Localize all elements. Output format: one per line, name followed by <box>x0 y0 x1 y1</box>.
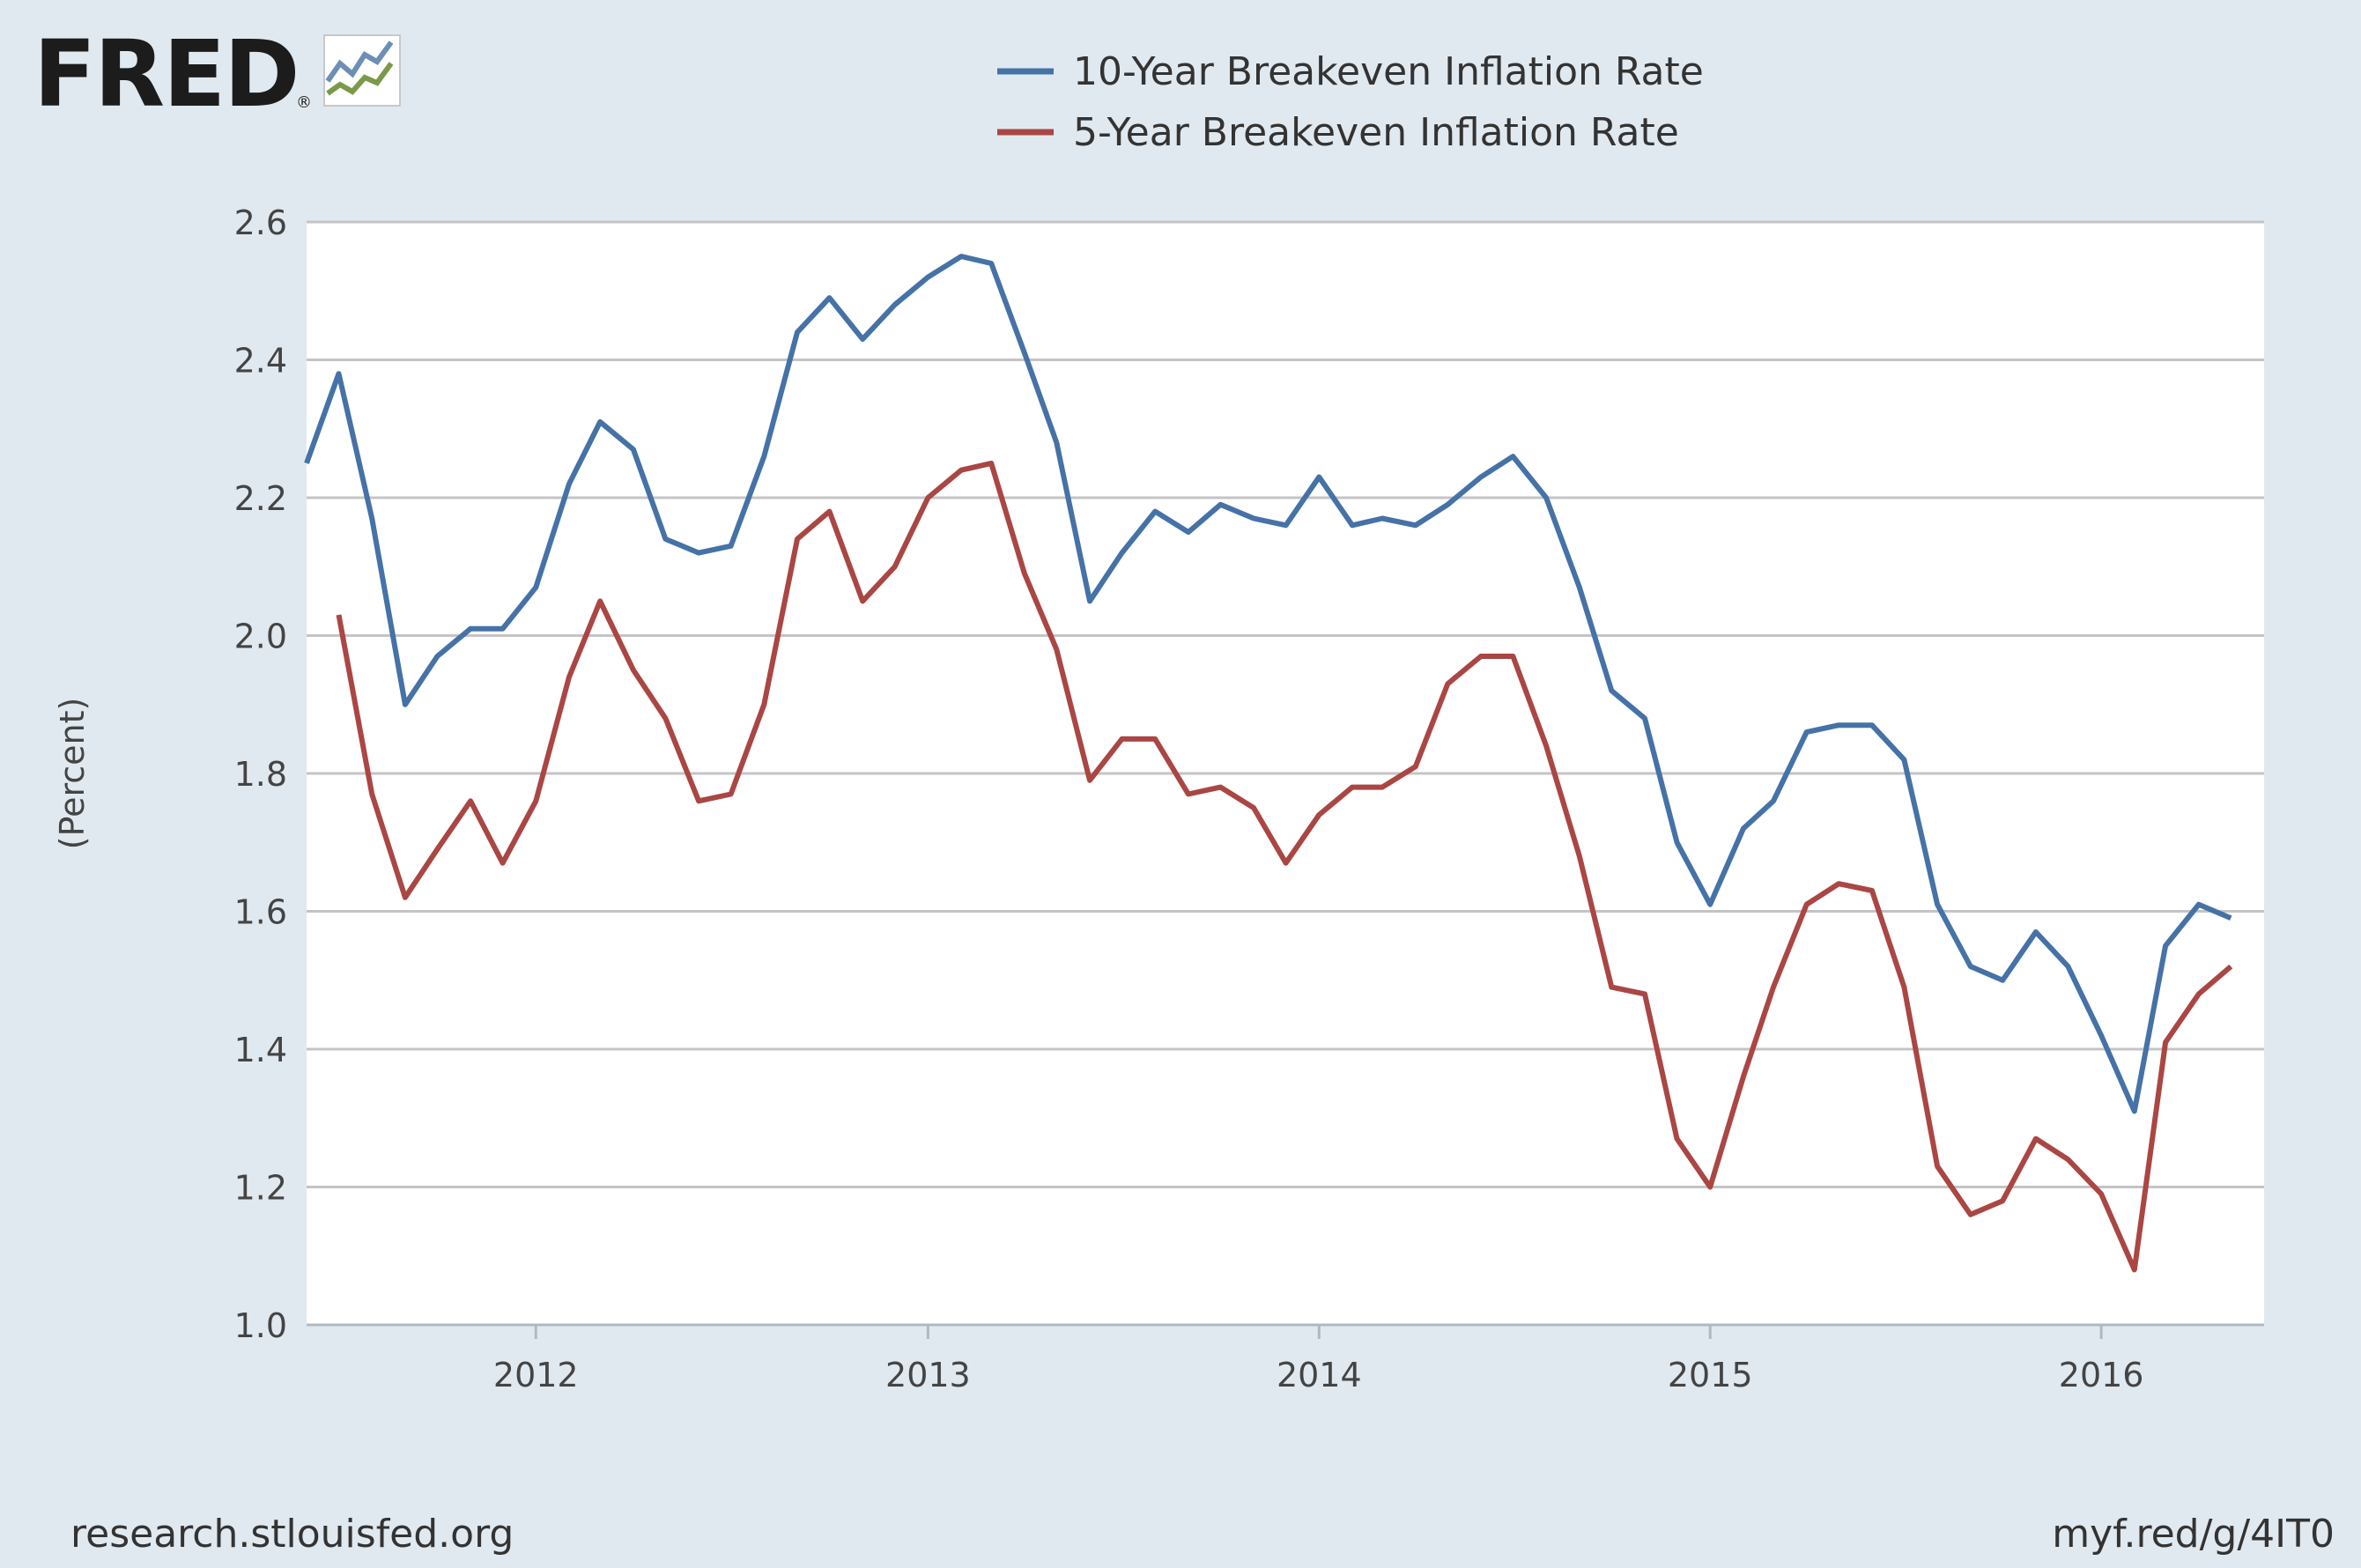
fred-logo[interactable]: FRED ® <box>33 20 401 128</box>
y-tick-label: 1.0 <box>234 1306 287 1345</box>
x-tick-label: 2012 <box>493 1356 579 1394</box>
y-tick-label: 1.2 <box>234 1169 287 1208</box>
fred-logo-text: FRED <box>33 20 299 128</box>
y-tick-label: 2.4 <box>234 342 287 381</box>
x-tick-label: 2013 <box>885 1356 971 1394</box>
y-tick-label: 2.2 <box>234 479 287 518</box>
y-tick-label: 2.6 <box>234 203 287 242</box>
x-tick-label: 2015 <box>1668 1356 1753 1394</box>
fred-graph-icon <box>323 34 401 107</box>
legend-label-10yr: 10-Year Breakeven Inflation Rate <box>1073 49 1704 94</box>
legend-label-5yr: 5-Year Breakeven Inflation Rate <box>1073 110 1679 155</box>
y-tick-label: 1.6 <box>234 893 287 932</box>
x-tick-label: 2014 <box>1277 1356 1362 1394</box>
y-tick-label: 2.0 <box>234 618 287 656</box>
y-tick-label: 1.4 <box>234 1031 287 1069</box>
series-lines <box>304 254 2233 1273</box>
y-axis-title: (Percent) <box>53 698 92 850</box>
x-axis-ticks: 2012 2013 2014 2015 2016 <box>493 1325 2144 1394</box>
series-line-5yr <box>336 460 2233 1273</box>
footer-source[interactable]: research.stlouisfed.org <box>70 1512 514 1557</box>
series-line-10yr <box>304 254 2232 1114</box>
registered-mark-icon: ® <box>296 93 312 112</box>
y-axis-ticks: 1.0 1.2 1.4 1.6 1.8 2.0 2.2 2.4 2.6 <box>234 203 287 1345</box>
footer-short-link[interactable]: myf.red/g/4IT0 <box>2052 1512 2335 1557</box>
x-tick-label: 2016 <box>2059 1356 2144 1394</box>
y-tick-label: 1.8 <box>234 755 287 794</box>
grid-lines <box>307 220 2264 1327</box>
legend: 10-Year Breakeven Inflation Rate 5-Year … <box>997 49 1704 155</box>
